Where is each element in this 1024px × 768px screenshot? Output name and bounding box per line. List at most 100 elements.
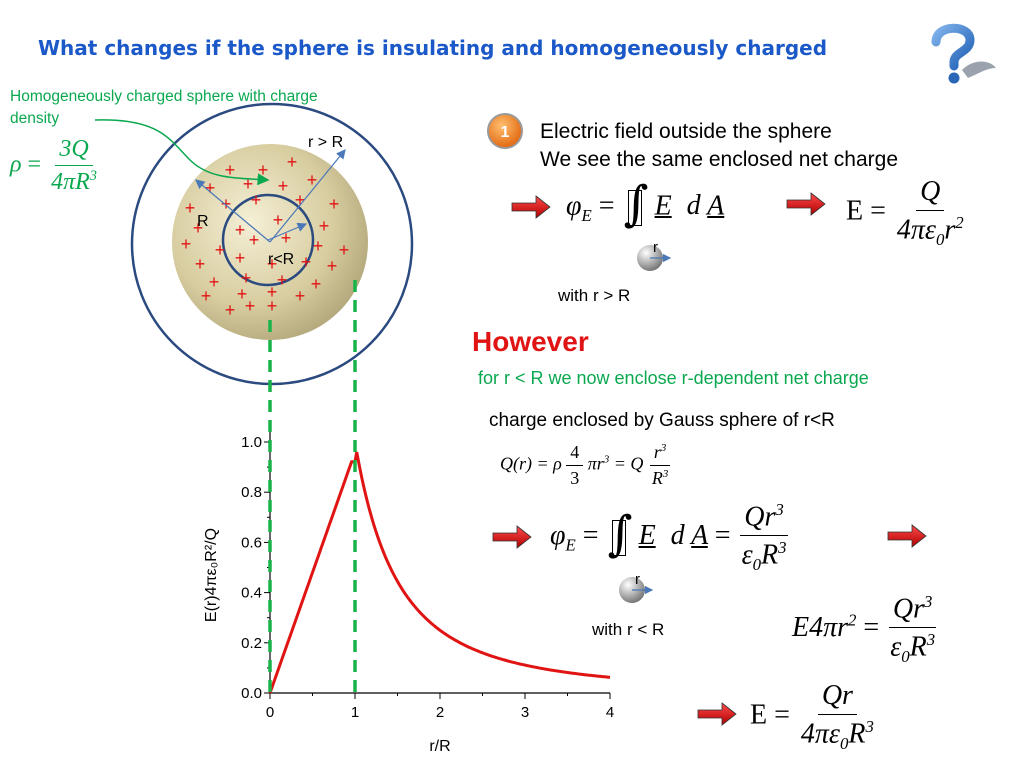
sphere-diagram: + + ++ + + ++ + + + ++ + + ++ + + + + ++ + + + ++ + + ++ ++ ++ ++ r…	[94, 102, 414, 386]
inside-flux-num: Qr3	[740, 500, 788, 537]
arrow-icon	[492, 525, 532, 549]
d-symbol: d	[670, 520, 685, 552]
den-4pieps: 4πε	[896, 214, 936, 246]
outside-condition: with r > R	[558, 286, 631, 305]
final-den-R: R	[848, 718, 866, 750]
qr-f2-num-exp: 3	[660, 442, 667, 454]
rho-numerator: 3Q	[55, 136, 93, 166]
equals-sign: =	[714, 520, 731, 552]
R-arrow	[195, 179, 271, 243]
qr-fraction-1: 4 3	[566, 442, 584, 489]
outside-result-num: Q	[916, 176, 945, 211]
surface-integral-icon: ∫	[607, 505, 633, 562]
e4-exp: 2	[848, 610, 857, 630]
phi-sub: E	[565, 535, 576, 555]
plus-charge-icon: +	[311, 274, 322, 294]
inside-flux-fraction: Qr3 ε0R3	[738, 500, 791, 575]
radius-ball-icon: r	[619, 571, 654, 603]
y-tick-label: 0.4	[241, 585, 262, 602]
inside-note: for r < R we now enclose r-dependent net…	[478, 368, 869, 388]
radius-label: r	[635, 571, 640, 588]
plus-charge-icon: +	[237, 284, 248, 304]
phi-symbol: φ	[550, 520, 566, 552]
however-heading: However	[472, 326, 589, 357]
outside-result-den: 4πε0r2	[893, 211, 968, 250]
y-tick-label: 1.0	[241, 434, 262, 451]
plus-charge-icon: +	[205, 178, 216, 198]
qr-f2-den-base: R	[651, 468, 663, 488]
radius-label: r	[653, 239, 658, 256]
phi-symbol: φ	[566, 190, 582, 222]
page-title: What changes if the sphere is insulating…	[38, 36, 828, 60]
plus-charge-icon: +	[295, 190, 306, 210]
rho-formula: ρ = 3Q 4πR3	[10, 136, 101, 196]
plus-charge-icon: +	[277, 270, 288, 290]
den-exp: 3	[778, 538, 787, 558]
plus-charge-icon: +	[241, 268, 252, 288]
r-gt-R-arrow	[269, 149, 346, 243]
qr-lhs: Q(r) = ρ	[500, 453, 562, 474]
inner-gauss-sphere	[221, 193, 315, 287]
outer-gauss-sphere	[130, 102, 414, 386]
plus-charge-icon: +	[181, 234, 192, 254]
plus-charge-icon: +	[235, 248, 246, 268]
plus-charge-icon: +	[225, 300, 236, 320]
final-num: Qr	[817, 680, 857, 715]
d-symbol: d	[686, 190, 701, 222]
plus-charge-icon: +	[235, 220, 246, 240]
den-r: r	[944, 214, 956, 246]
plus-charge-icon: +	[319, 216, 330, 236]
E-vector: E	[654, 190, 672, 222]
chart-ticks: 0 1 2 3 40.00.20.40.60.81.0	[241, 434, 614, 721]
den-R: R	[761, 539, 779, 571]
num-exp: 3	[924, 592, 933, 611]
plus-charge-icon: +	[339, 240, 350, 260]
r-lt-R-arrow	[267, 222, 308, 241]
plus-charge-icon: +	[225, 160, 236, 180]
arrow-icon	[887, 524, 927, 548]
plus-charge-icon: +	[243, 174, 254, 194]
plus-charge-icon: +	[329, 194, 340, 214]
plus-charge-icon: +	[249, 230, 260, 250]
qr-f2-num-base: r	[653, 442, 661, 462]
x-tick-label: 3	[521, 704, 529, 721]
inside-condition: with r < R	[592, 620, 665, 639]
final-den-base: 4πε	[800, 718, 840, 750]
question-mark-icon	[931, 23, 996, 84]
field-chart: 0 1 2 3 40.00.20.40.60.81.0 r/R E(r)4πε₀R²/Q	[203, 280, 614, 755]
plus-charge-icon: +	[287, 152, 298, 172]
den-R: R	[909, 631, 927, 663]
outside-result-fraction: Q 4πε0r2	[893, 176, 968, 250]
plus-charge-icon: +	[267, 296, 278, 316]
inside-flux-den: ε0R3	[738, 536, 791, 575]
qr-f1-num: 4	[566, 442, 584, 466]
gauss-fraction: Qr3 ε0R3	[886, 592, 939, 667]
chart-markers	[268, 280, 357, 693]
step-badge: 1	[487, 113, 523, 149]
plus-charge-icon: +	[295, 286, 306, 306]
qr-f2-den-exp: 3	[662, 468, 669, 480]
plus-charge-icon: +	[301, 252, 312, 272]
plus-charge-icon: +	[209, 272, 220, 292]
phi-sub: E	[581, 206, 592, 226]
arrow-icon	[786, 192, 826, 216]
label-R: R	[197, 213, 209, 230]
plus-charge-icon: +	[267, 254, 278, 274]
final-result: E = Qr 4πε0R3	[750, 680, 878, 754]
plus-charge-icon: +	[307, 170, 318, 190]
den-sub: 0	[935, 229, 945, 249]
final-lhs: E =	[750, 699, 790, 731]
plus-charge-icon: +	[201, 286, 212, 306]
num-exp: 3	[775, 500, 784, 519]
qr-fraction-2: r3 R3	[648, 442, 672, 489]
plus-charge-icon: +	[281, 228, 292, 248]
num-base: Qr	[744, 501, 776, 533]
plus-charge-icon: +	[193, 218, 204, 238]
A-vector: A	[691, 520, 708, 552]
outside-result: E = Q 4πε0r2	[846, 176, 968, 250]
plus-charge-icon: +	[251, 190, 262, 210]
qr-mid-exp: 3	[603, 453, 610, 466]
x-tick-label: 0	[266, 704, 274, 721]
plus-charge-icon: +	[195, 254, 206, 274]
